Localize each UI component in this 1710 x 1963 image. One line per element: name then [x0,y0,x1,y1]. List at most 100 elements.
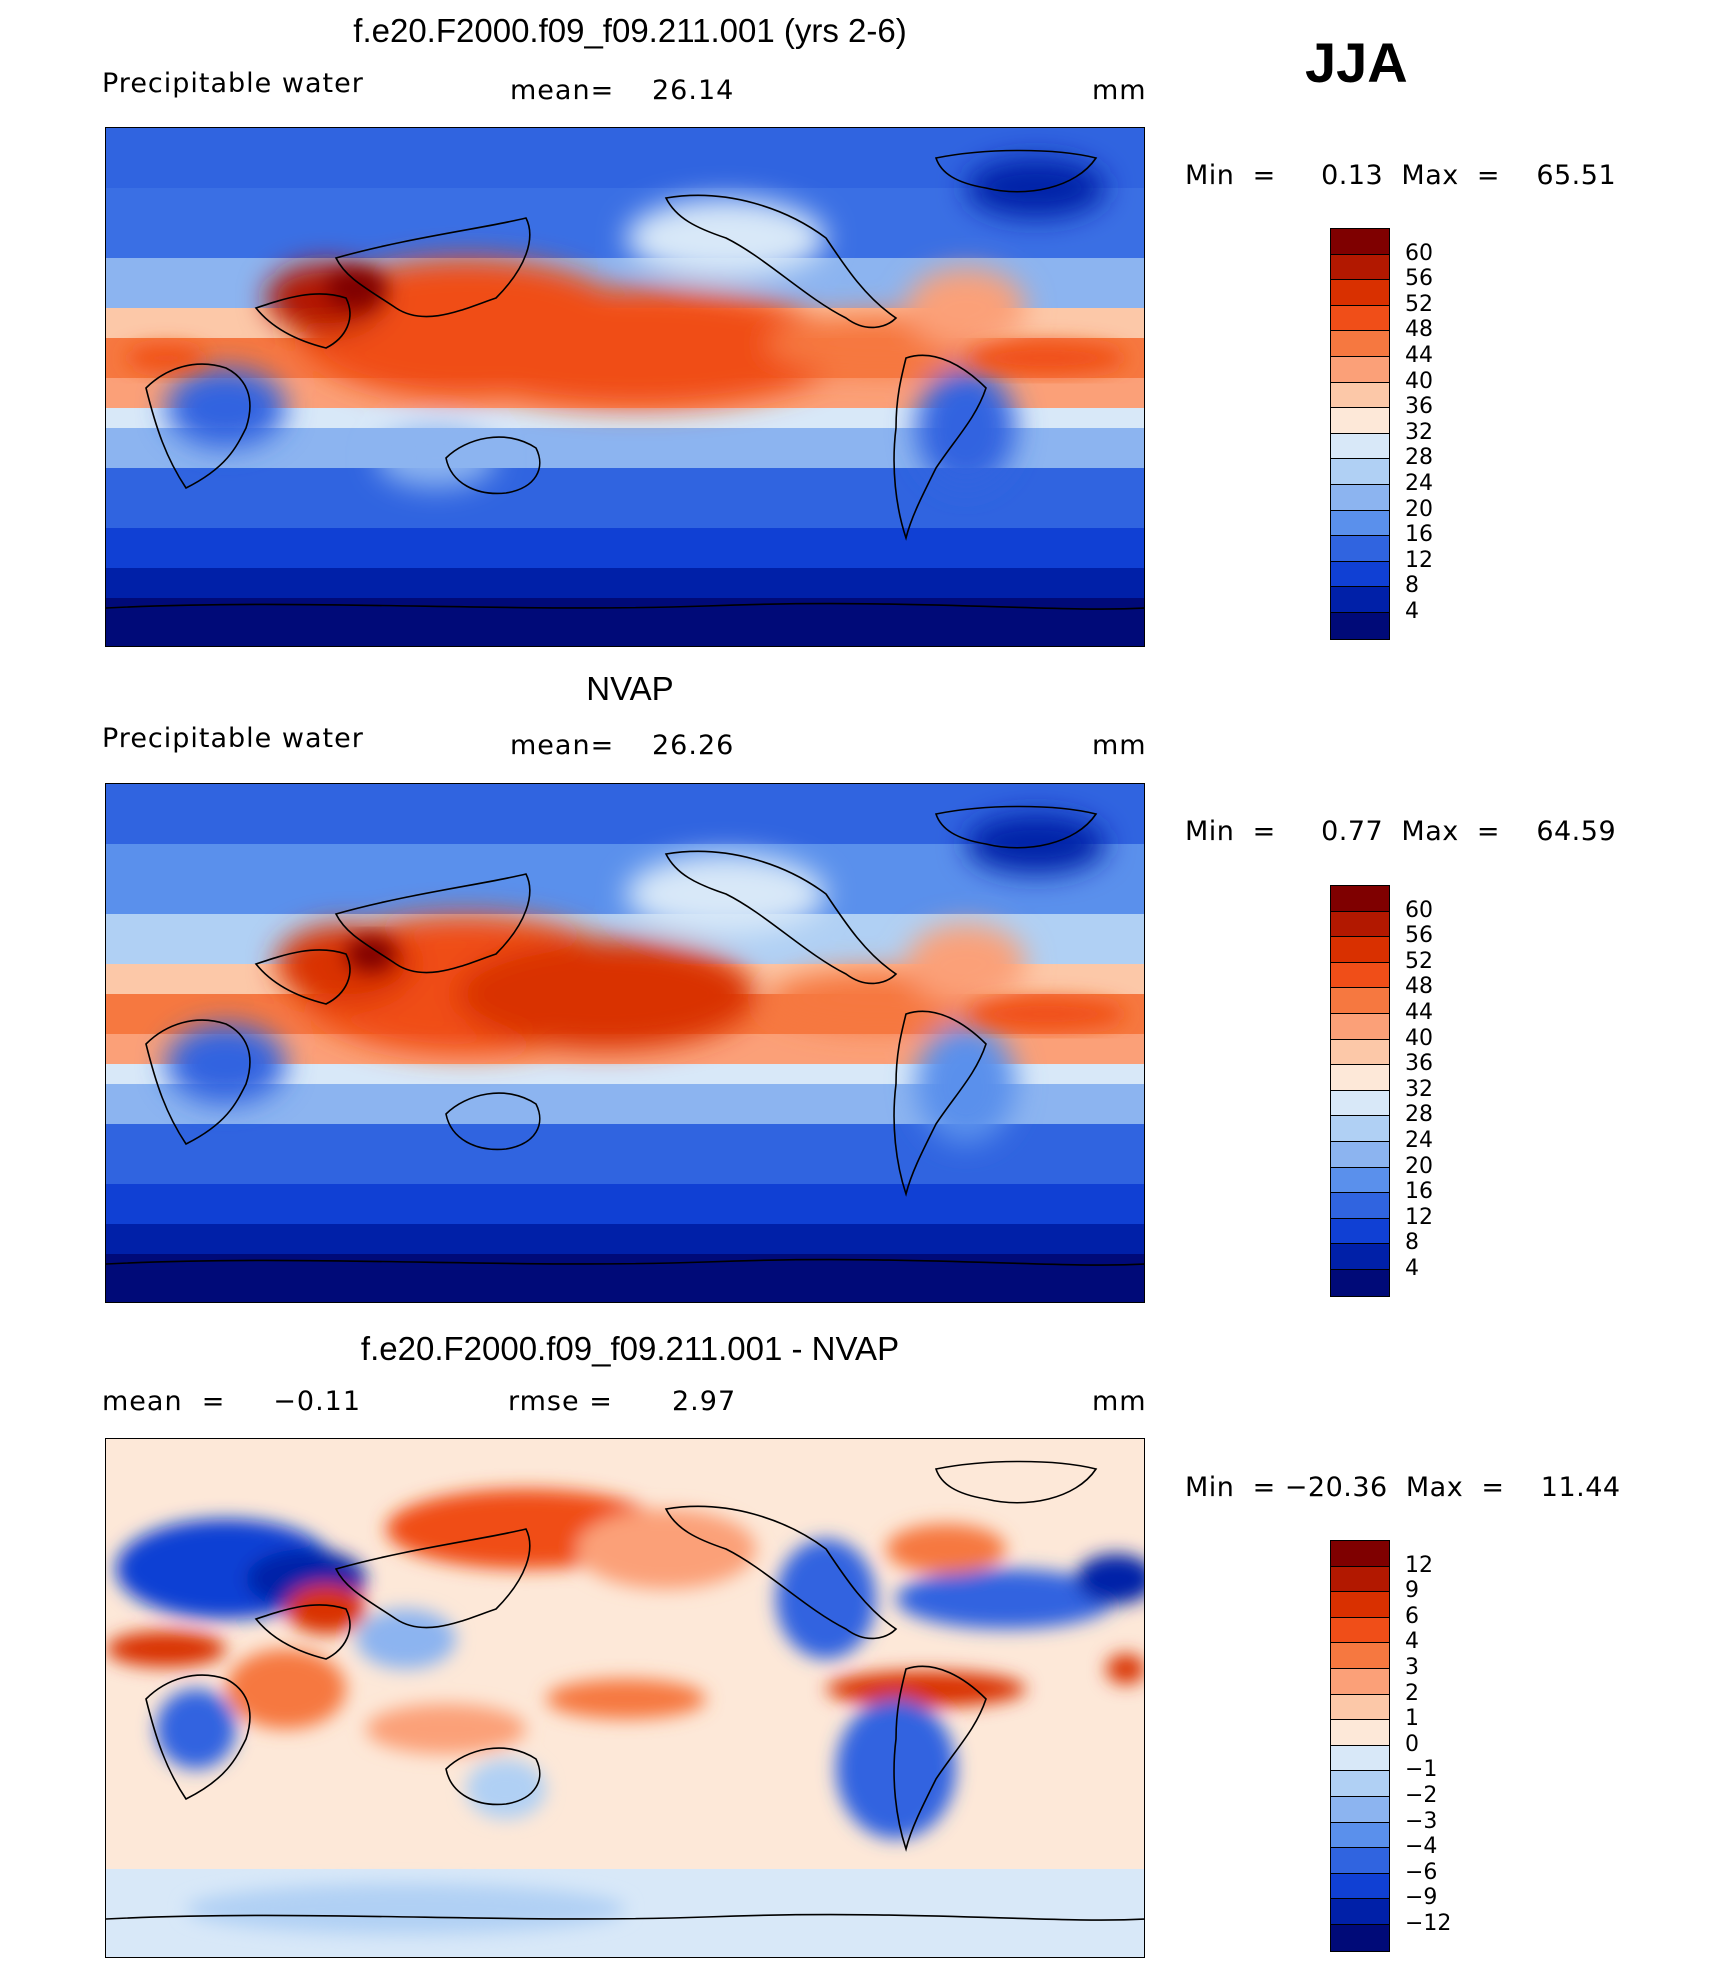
panel-3-map [105,1438,1145,1958]
colorbar-segment [1331,1193,1389,1219]
colorbar-segment [1331,280,1389,306]
colorbar-tick-label: 8 [1405,573,1419,599]
colorbar-segment [1331,305,1389,332]
colorbar-tick-label: 4 [1405,1629,1419,1655]
colorbar-tick-label: 24 [1405,1128,1433,1153]
colorbar-tick-label: 56 [1405,266,1433,292]
colorbar-segment [1331,459,1389,485]
season-label: JJA [1305,31,1408,94]
colorbar-tick-label: 3 [1405,1655,1419,1680]
colorbar-segment [1331,382,1389,409]
colorbar-segment [1331,1592,1389,1618]
colorbar-segment [1331,1924,1389,1951]
colorbar-segment [1331,1065,1389,1091]
colorbar-tick-label: −3 [1405,1808,1438,1834]
colorbar-tick-label: 16 [1405,1179,1433,1205]
colorbar-segment [1331,962,1389,989]
colorbar-tick-label: 52 [1405,291,1433,317]
colorbar-segment [1331,1617,1389,1644]
panel-2-mean-value: 26.26 [652,730,735,761]
panel-2-colorbar [1330,885,1390,1297]
colorbar-tick-label: 56 [1405,923,1433,949]
colorbar-tick-label: 20 [1405,496,1433,522]
colorbar-segment [1331,988,1389,1014]
colorbar-segment [1331,1771,1389,1797]
colorbar-tick-label: 8 [1405,1230,1419,1256]
panel-2-title: NVAP [586,670,674,707]
colorbar-tick-label: 1 [1405,1706,1419,1732]
panel-1-mean-label: mean= [510,75,615,106]
panel-1-min-max: Min = 0.13 Max = 65.51 [1185,160,1617,191]
colorbar-tick-label: 32 [1405,419,1433,445]
colorbar-segment [1331,1848,1389,1874]
colorbar-tick-label: 12 [1405,547,1433,573]
colorbar-tick-label: 60 [1405,240,1433,266]
panel-1-map [105,127,1145,647]
colorbar-segment [1331,484,1389,511]
panel-3-units: mm [1092,1386,1147,1417]
colorbar-tick-label: 28 [1405,445,1433,471]
colorbar-tick-label: 60 [1405,897,1433,923]
colorbar-tick-label: 6 [1405,1603,1419,1629]
colorbar-tick-label: 52 [1405,948,1433,974]
colorbar-segment [1331,612,1389,639]
panel-2-variable-label: Precipitable water [102,723,364,754]
colorbar-segment [1331,1141,1389,1168]
colorbar-tick-label: 40 [1405,1025,1433,1051]
colorbar-tick-label: 36 [1405,1051,1433,1077]
colorbar-tick-label: 4 [1405,1256,1419,1281]
colorbar-segment [1331,1244,1389,1270]
colorbar-tick-label: −2 [1405,1783,1438,1808]
colorbar-tick-label: 20 [1405,1153,1433,1179]
panel-3-colorbar [1330,1540,1390,1952]
colorbar-segment [1331,331,1389,357]
colorbar-tick-label: 12 [1405,1552,1433,1578]
colorbar-segment [1331,1218,1389,1245]
colorbar-segment [1331,886,1389,912]
panel-3-title: f.e20.F2000.f09_f09.211.001 - NVAP [360,1330,900,1367]
colorbar-segment [1331,1090,1389,1117]
colorbar-segment [1331,1643,1389,1669]
colorbar-segment [1331,1796,1389,1823]
colorbar-segment [1331,911,1389,938]
colorbar-segment [1331,1167,1389,1194]
colorbar-segment [1331,356,1389,383]
colorbar-segment [1331,408,1389,434]
colorbar-segment [1331,1566,1389,1593]
colorbar-segment [1331,1269,1389,1296]
colorbar-segment [1331,510,1389,537]
panel-1-title: f.e20.F2000.f09_f09.211.001 (yrs 2-6) [353,12,907,49]
colorbar-segment [1331,254,1389,281]
colorbar-tick-label: 44 [1405,343,1433,368]
colorbar-segment [1331,1668,1389,1695]
panel-2-mean-label: mean= [510,730,615,761]
panel-3-rmse-value: 2.97 [672,1386,737,1417]
colorbar-tick-label: 28 [1405,1102,1433,1128]
colorbar-tick-label: −1 [1405,1757,1438,1783]
colorbar-tick-label: 32 [1405,1076,1433,1102]
colorbar-tick-label: 24 [1405,471,1433,496]
panel-1-colorbar [1330,228,1390,640]
colorbar-segment [1331,1039,1389,1066]
panel-3-rmse-label: rmse = [508,1386,613,1417]
panel-1-variable-label: Precipitable water [102,68,364,99]
colorbar-tick-label: 2 [1405,1680,1419,1706]
colorbar-segment [1331,1899,1389,1925]
colorbar-segment [1331,433,1389,460]
colorbar-tick-label: 16 [1405,522,1433,548]
colorbar-tick-label: 48 [1405,317,1433,343]
colorbar-segment [1331,1694,1389,1721]
panel-1-mean-value: 26.14 [652,75,735,106]
colorbar-segment [1331,561,1389,588]
colorbar-tick-label: −12 [1405,1911,1452,1936]
panel-1-units: mm [1092,75,1147,106]
panel-2-map [105,783,1145,1303]
panel-2-units: mm [1092,730,1147,761]
colorbar-tick-label: 4 [1405,599,1419,624]
colorbar-segment [1331,1541,1389,1567]
colorbar-tick-label: −6 [1405,1859,1438,1885]
colorbar-segment [1331,1745,1389,1772]
panel-2-min-max: Min = 0.77 Max = 64.59 [1185,816,1617,847]
colorbar-tick-label: 44 [1405,1000,1433,1025]
colorbar-tick-label: −9 [1405,1885,1438,1911]
